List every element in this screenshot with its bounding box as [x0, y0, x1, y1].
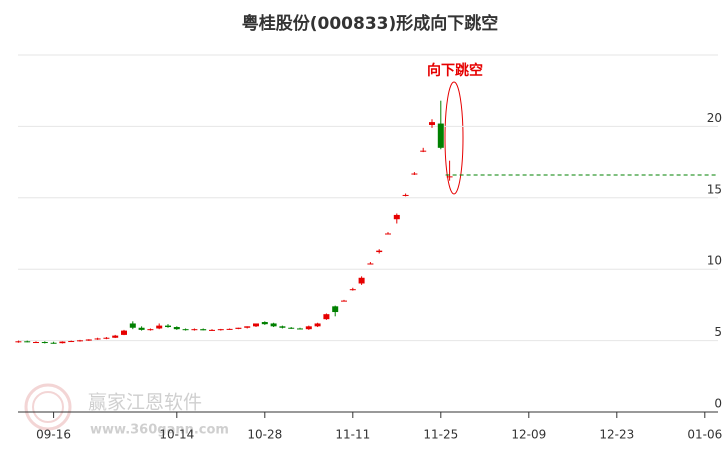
candle-body [103, 337, 110, 339]
chart-title: 粤桂股份(000833)形成向下跳空 [242, 13, 499, 34]
candle-body [200, 329, 207, 331]
candle-body [253, 323, 259, 327]
watermark-logo [32, 391, 64, 423]
candle-body [270, 323, 277, 327]
candle-body [420, 150, 427, 152]
candle-body [314, 323, 321, 327]
annotation-ellipse [444, 81, 464, 195]
candle-body [15, 341, 22, 343]
candle-body [341, 300, 347, 302]
candle-body [367, 263, 374, 265]
candle-body [33, 342, 39, 344]
candle-body [261, 322, 268, 325]
candle-body [376, 250, 383, 253]
y-tick-label: 5 [714, 325, 722, 339]
candle-body [235, 327, 242, 329]
candle-body [50, 342, 57, 344]
candle-body [59, 341, 66, 344]
candle-body [393, 214, 400, 220]
x-tick-label: 09-16 [36, 428, 71, 442]
candle-body [138, 327, 145, 330]
candle-body [226, 328, 233, 330]
candle-body [297, 328, 303, 330]
y-tick-label: 10 [707, 254, 722, 268]
y-tick-label: 15 [707, 182, 722, 196]
y-tick-label: 0 [714, 397, 722, 411]
candle-body [385, 233, 391, 235]
candle-body [165, 325, 171, 328]
candle-body [429, 122, 435, 125]
candle-body [288, 327, 295, 329]
candle-body [191, 329, 198, 331]
candle-body [279, 326, 286, 328]
x-tick-label: 10-14 [159, 428, 194, 442]
candle-body [129, 323, 136, 328]
candle-body [121, 330, 127, 335]
candle-body [411, 173, 418, 175]
watermark-name: 赢家江恩软件 [88, 392, 202, 414]
x-tick-label: 11-11 [335, 428, 370, 442]
candle-body [437, 123, 444, 148]
x-tick-label: 11-25 [423, 428, 458, 442]
candle-body [85, 339, 92, 341]
watermark: 赢家江恩软件 www.360gann.com [24, 383, 229, 438]
candle-body [402, 194, 409, 196]
candle-body [41, 342, 48, 344]
watermark-logo [24, 383, 72, 431]
candle-body [349, 289, 356, 291]
candle-body [156, 325, 163, 329]
x-tick-label: 10-28 [247, 428, 282, 442]
candle-body [68, 341, 75, 343]
candle-body [173, 327, 180, 330]
candle-body [182, 329, 189, 331]
candle-body [147, 329, 154, 331]
candle-body [112, 335, 119, 338]
x-tick-label: 01-06 [687, 428, 722, 442]
candle-body [446, 176, 453, 178]
candle-body [305, 326, 312, 330]
y-tick-label: 20 [707, 111, 722, 125]
candle-body [332, 306, 339, 313]
x-tick-label: 12-09 [511, 428, 546, 442]
annotation: 向下跳空 [427, 62, 483, 79]
candle-body [323, 314, 330, 320]
candle-body [77, 340, 83, 342]
candle-body [217, 329, 224, 331]
candle-body [94, 338, 101, 340]
candle-body [244, 326, 251, 328]
candle-body [358, 277, 365, 284]
watermark-url: www.360gann.com [90, 423, 229, 438]
candle-body [24, 341, 31, 343]
x-tick-label: 12-23 [599, 428, 634, 442]
candle-body [209, 329, 215, 331]
